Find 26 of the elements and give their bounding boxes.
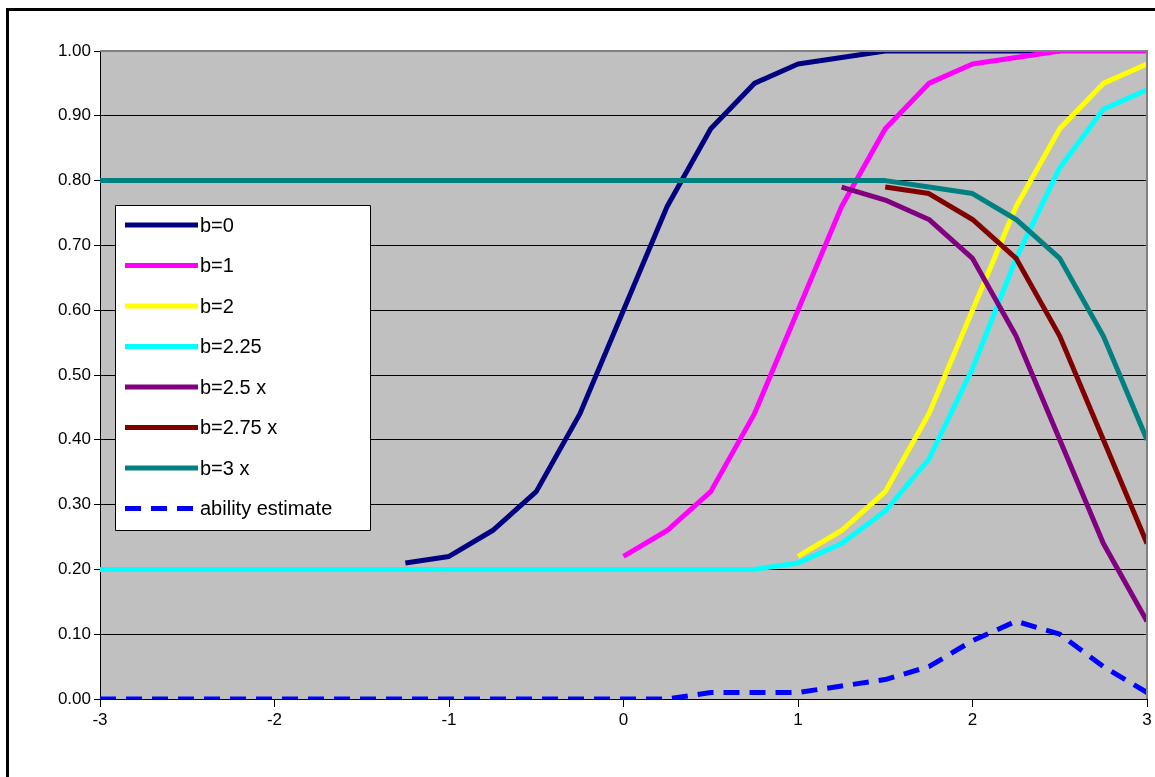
y-tick-label: 0.70 [57, 235, 91, 255]
y-tick-label: 0.10 [57, 623, 91, 643]
y-tick-label: 0.20 [57, 559, 91, 579]
y-tick-label: 0.80 [57, 170, 91, 190]
y-tick-label: 0.00 [57, 688, 91, 708]
legend-label: b=2.5 x [200, 375, 267, 398]
x-tick-label: 2 [967, 709, 978, 729]
x-tick-label: -3 [92, 709, 108, 729]
y-tick-label: 0.60 [57, 299, 91, 319]
legend-label: b=1 [200, 254, 234, 277]
legend-label: b=2.25 [200, 335, 262, 358]
x-tick-label: -1 [441, 709, 457, 729]
legend-label: b=2.75 x [200, 416, 278, 439]
legend-label: b=3 x [200, 456, 250, 479]
x-tick-label: -2 [266, 709, 283, 729]
x-tick-label: 0 [618, 709, 629, 729]
x-tick-label: 3 [1142, 709, 1152, 729]
y-tick-label: 0.30 [57, 494, 91, 514]
y-tick-label: 1.00 [57, 40, 91, 60]
legend-label: b=0 [200, 213, 234, 236]
legend-label: ability estimate [200, 497, 333, 520]
legend-label: b=2 [200, 294, 234, 317]
x-tick-label: 1 [793, 709, 803, 729]
y-tick-label: 0.40 [57, 429, 91, 449]
y-tick-label: 0.90 [57, 105, 91, 125]
y-tick-label: 0.50 [57, 364, 91, 384]
